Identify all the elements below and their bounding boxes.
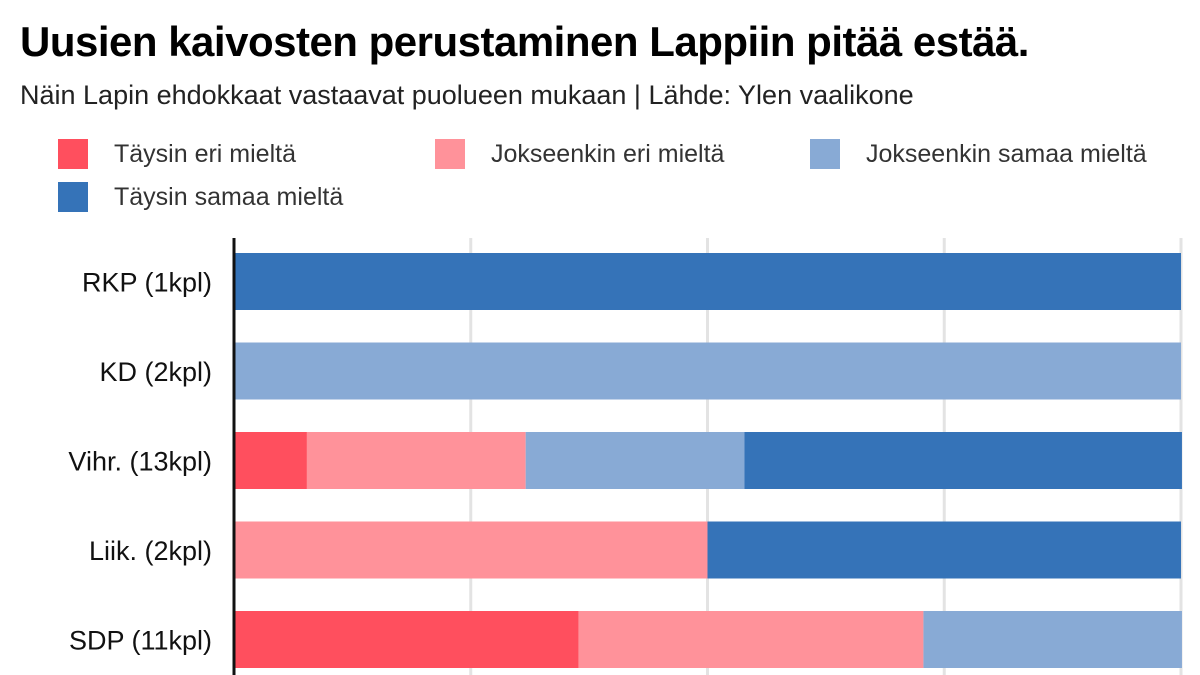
category-label: SDP (11kpl) [69,626,212,656]
legend-swatch [58,182,88,212]
legend-label: Täysin eri mieltä [114,139,296,168]
chart-title: Uusien kaivosten perustaminen Lappiin pi… [20,18,1029,65]
category-label: KD (2kpl) [99,357,212,387]
legend-swatch [58,139,88,169]
bar-segment [234,611,579,668]
bar-segment [234,521,708,579]
legend-label: Täysin samaa mieltä [114,182,344,211]
bar-segment [234,253,1181,310]
bar-segment [923,611,1182,668]
bar-segment [306,432,526,489]
legend-item-taysin-samaa: Täysin samaa mieltä [58,182,343,212]
bar-segment [234,342,1181,400]
category-label: RKP (1kpl) [82,268,212,298]
bar-segment [578,611,924,668]
legend-item-jokseenkin-samaa: Jokseenkin samaa mieltä [810,139,1147,169]
legend-label: Jokseenkin samaa mieltä [866,139,1147,168]
legend-label: Jokseenkin eri mieltä [491,139,725,168]
legend-item-jokseenkin-eri: Jokseenkin eri mieltä [435,139,724,169]
legend-swatch [810,139,840,169]
bar-segment [744,432,1182,489]
legend: Täysin eri mieltä Jokseenkin eri mieltä … [0,0,1200,230]
category-label: Vihr. (13kpl) [68,447,212,477]
bar-segment [234,432,307,489]
bar-segment [707,521,1181,579]
legend-item-taysin-eri: Täysin eri mieltä [58,139,296,169]
legend-swatch [435,139,465,169]
chart-subtitle: Näin Lapin ehdokkaat vastaavat puolueen … [20,80,914,110]
category-label: Liik. (2kpl) [89,536,212,566]
bar-segment [525,432,745,489]
